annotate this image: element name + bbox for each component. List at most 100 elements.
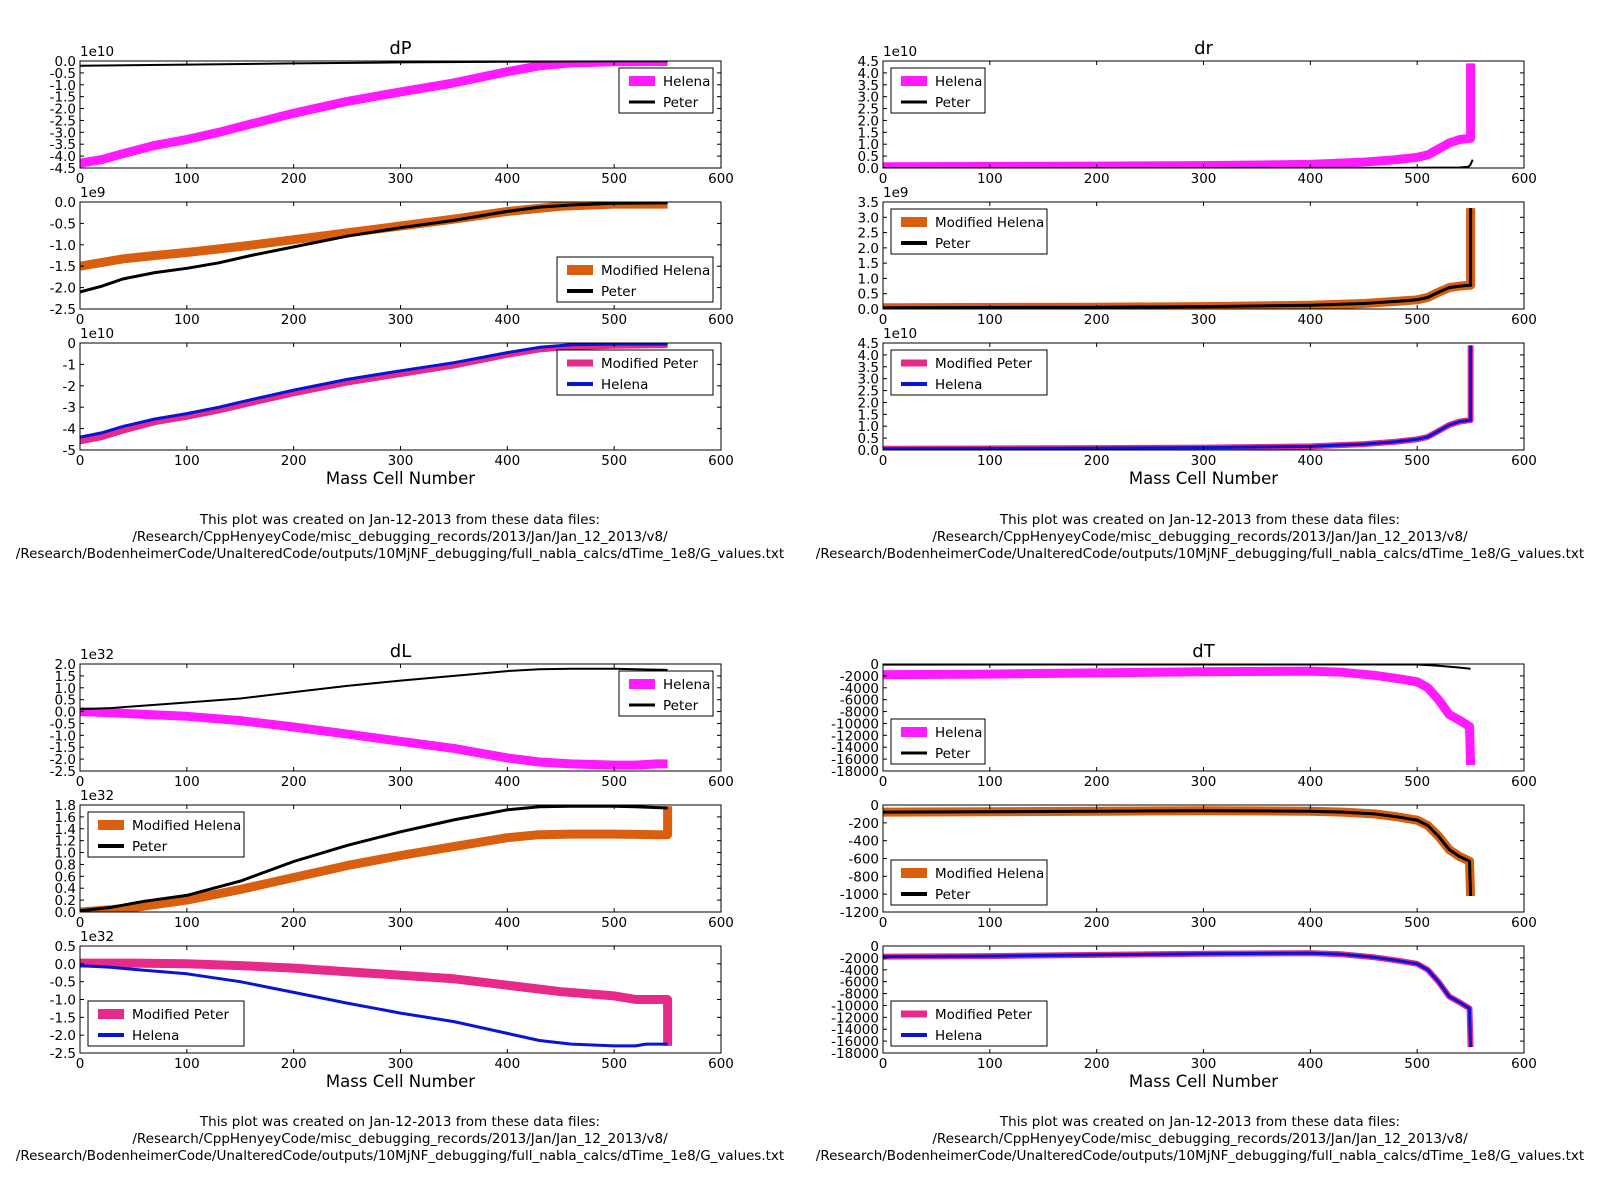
legend-frame <box>890 718 986 765</box>
legend: Helena Peter <box>618 670 714 717</box>
x-tick-label: 200 <box>1084 453 1110 469</box>
y-tick-label: -4000 <box>840 963 879 979</box>
y-tick-label: -400 <box>848 834 879 850</box>
series-line-helena <box>80 343 668 439</box>
series-layer <box>80 61 668 168</box>
y-tick-label: 0 <box>67 336 76 352</box>
x-tick-label: 100 <box>977 915 1003 931</box>
footnote-line: /Research/BodenheimerCode/UnalteredCode/… <box>15 1148 785 1164</box>
legend-frame <box>890 208 1048 255</box>
x-tick-label: 500 <box>1404 774 1430 790</box>
legend-label: Helena <box>663 74 710 90</box>
y-tick-label: 3.5 <box>858 195 879 211</box>
y-tick-label: 0.5 <box>858 149 879 165</box>
y-tick-label: -1.0 <box>50 728 76 744</box>
x-tick-label: 300 <box>1191 915 1217 931</box>
x-tick-label: 500 <box>1404 312 1430 328</box>
x-tick-label: 400 <box>494 312 520 328</box>
y-tick-label: 1.0 <box>858 271 879 287</box>
y-tick-label: -4000 <box>840 681 879 697</box>
y-tick-label: 2.0 <box>858 395 879 411</box>
x-tick-label: 600 <box>708 774 734 790</box>
y-tick-label: 1.5 <box>858 256 879 272</box>
x-tick-label: 500 <box>601 774 627 790</box>
y-tick-label: -14000 <box>831 1022 879 1038</box>
y-tick-label: 0.0 <box>55 195 76 211</box>
x-tick-label: 200 <box>1084 774 1110 790</box>
x-tick-label: 500 <box>601 453 627 469</box>
y-tick-label: -4.5 <box>50 161 76 177</box>
legend: Modified Peter Helena <box>890 1000 1048 1047</box>
series-line-peter <box>883 208 1473 309</box>
y-tick-label: -3.0 <box>50 125 76 141</box>
x-tick-label: 0 <box>76 1056 85 1072</box>
legend-label: Helena <box>935 725 982 741</box>
x-tick-label: 200 <box>281 453 307 469</box>
subplot-3: 0 100 200 300 400 500 600 0 -1 -2 -3 -4 -5 1e10 Modifi… <box>63 326 734 469</box>
x-tick-label: 400 <box>1297 312 1323 328</box>
legend-frame <box>890 349 1048 396</box>
series-line-peter <box>883 664 1471 670</box>
series-layer <box>80 343 668 445</box>
y-tick-label: -0.5 <box>50 66 76 82</box>
series-line-helena <box>80 707 668 770</box>
y-tick-label: 3.5 <box>858 360 879 376</box>
y-tick-label: -1.5 <box>50 740 76 756</box>
y-tick-label: -2 <box>63 379 76 395</box>
y-tick-label: -10000 <box>831 998 879 1014</box>
series-layer <box>883 664 1476 766</box>
footnote-line: /Research/CppHenyeyCode/misc_debugging_r… <box>932 529 1468 545</box>
legend: Modified Helena Peter <box>556 256 714 303</box>
legend-label: Modified Helena <box>601 263 710 279</box>
x-tick-label: 0 <box>879 171 888 187</box>
y-tick-label: -6000 <box>840 975 879 991</box>
x-tick-label: 400 <box>1297 453 1323 469</box>
x-tick-label: 100 <box>977 774 1003 790</box>
y-tick-label: -18000 <box>831 764 879 780</box>
footnote-bottom-left: This plot was created on Jan-12-2013 fro… <box>0 1114 800 1165</box>
y-tick-label: 1.2 <box>55 834 76 850</box>
legend-label: Modified Helena <box>132 818 241 834</box>
subplot-1: 0 100 200 300 400 500 600 4.54.03.53.02.52.01.5… <box>858 44 1537 187</box>
footnote-line: This plot was created on Jan-12-2013 fro… <box>199 1114 601 1130</box>
y-tick-label: 0.0 <box>55 54 76 70</box>
y-tick-label: -4.0 <box>50 149 76 165</box>
series-layer <box>80 202 668 294</box>
y-tick-label: -2.5 <box>50 1046 76 1062</box>
y-tick-label: -2.5 <box>50 113 76 129</box>
series-line-peter <box>80 805 668 912</box>
x-tick-label: 100 <box>174 312 200 328</box>
x-tick-label: 200 <box>281 1056 307 1072</box>
x-axis-label: Mass Cell Number <box>1129 1072 1278 1091</box>
x-tick-label: 0 <box>879 453 888 469</box>
legend: Modified Peter Helena <box>87 1000 245 1047</box>
subplot-1: 0 100 200 300 400 500 600 0.0-0.5-1.0-1.5-2.0-2… <box>50 44 734 187</box>
legend-frame <box>87 1000 245 1047</box>
x-tick-label: 600 <box>708 171 734 187</box>
y-tick-label: 4.5 <box>858 336 879 352</box>
y-tick-label: 0.5 <box>858 287 879 303</box>
series-layer <box>883 208 1476 309</box>
y-tick-label: -200 <box>848 816 879 832</box>
x-tick-label: 0 <box>76 453 85 469</box>
x-tick-label: 500 <box>601 1056 627 1072</box>
y-tick-label: 1.0 <box>858 137 879 153</box>
x-tick-label: 600 <box>1511 171 1537 187</box>
x-tick-label: 300 <box>1191 774 1217 790</box>
legend-label: Helena <box>935 74 982 90</box>
legend-label: Peter <box>935 236 971 252</box>
x-tick-label: 0 <box>76 774 85 790</box>
y-tick-label: 1.6 <box>55 810 76 826</box>
chart-title: dr <box>1194 38 1213 59</box>
y-tick-label: 0.0 <box>858 443 879 459</box>
legend-label: Peter <box>935 746 971 762</box>
x-tick-label: 200 <box>1084 312 1110 328</box>
x-tick-label: 500 <box>601 915 627 931</box>
x-tick-label: 200 <box>1084 1056 1110 1072</box>
x-tick-label: 300 <box>388 1056 414 1072</box>
y-tick-label: 3.0 <box>858 210 879 226</box>
legend: Helena Peter <box>618 67 714 114</box>
x-tick-label: 400 <box>494 774 520 790</box>
legend-label: Modified Peter <box>935 356 1032 372</box>
x-tick-label: 300 <box>388 915 414 931</box>
